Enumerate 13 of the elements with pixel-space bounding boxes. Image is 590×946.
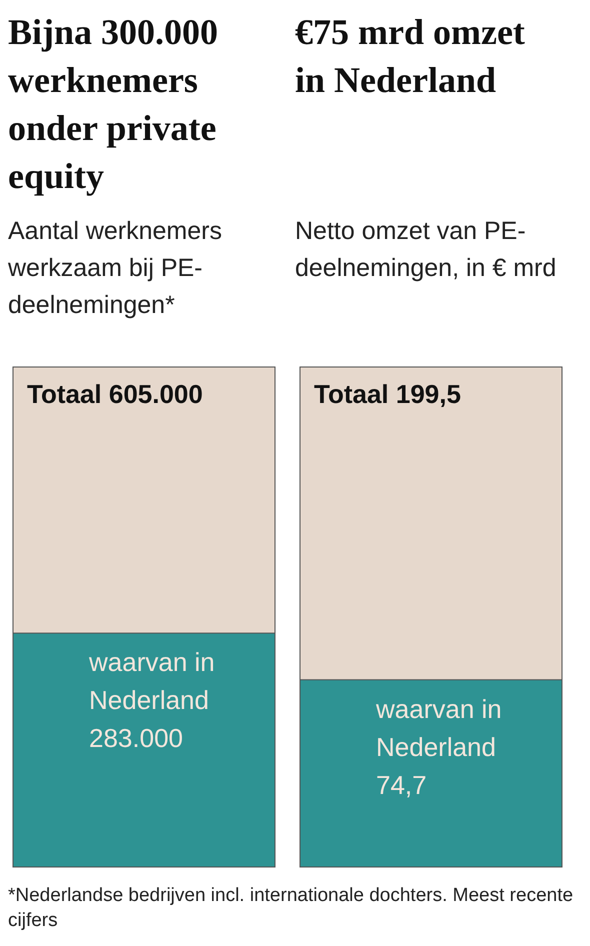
data-label: 605.000 (108, 379, 203, 409)
category-label: waarvan in Nederland (88, 647, 215, 716)
category-label: Totaal (314, 379, 389, 409)
text: Aantal werknemers werkzaam bij PE-deelnemingen* (8, 216, 223, 321)
data-label: 199,5 (396, 379, 461, 409)
data-label: 283.000 (89, 723, 183, 754)
text: €75 mrd omzet in Nederland (295, 11, 526, 102)
category-label: Totaal (27, 379, 102, 409)
text: Bijna 300.000 werknemers onder private equity (8, 11, 220, 198)
data-label: 74,7 (376, 770, 427, 800)
text: Netto omzet van PE-deelnemingen, in € mrd (295, 216, 558, 284)
text: *Nederlandse bedrijven incl. internationale dochters. Meest recente cijfers (8, 884, 574, 933)
category-label: waarvan in Nederland (375, 694, 502, 762)
